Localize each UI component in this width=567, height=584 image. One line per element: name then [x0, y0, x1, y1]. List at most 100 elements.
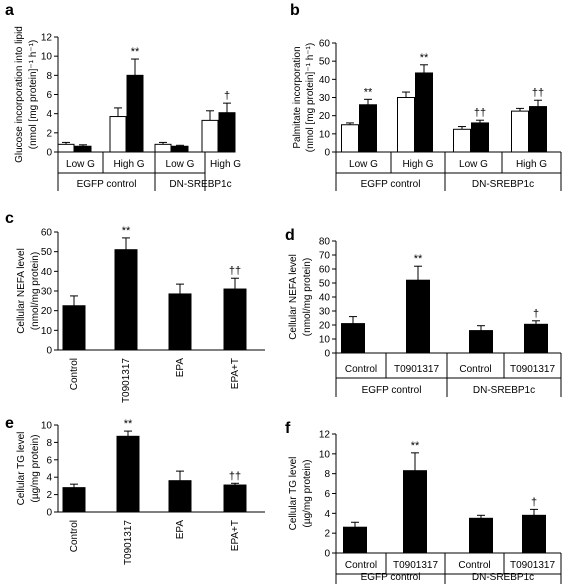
- chart-panel-b: b Palmitate incorporation (nmol [mg protei…: [290, 2, 562, 191]
- x-tick-label: Control: [345, 560, 377, 571]
- bar: [62, 305, 86, 351]
- x-tick-label: Control: [69, 358, 80, 390]
- y-axis-title: Palmitate incorporation: [292, 46, 303, 148]
- panel-label: b: [290, 2, 300, 19]
- y-tick-label: 0: [324, 148, 330, 159]
- significance-mark: †: [533, 308, 539, 320]
- bar: [522, 514, 546, 554]
- y-axis-title: (nmol/mg protein): [30, 252, 41, 330]
- x-tick-label: Control: [459, 364, 491, 375]
- x-tick-label: T0901317: [393, 560, 438, 571]
- y-axis-title: Glucose incorporation into lipid: [14, 26, 25, 163]
- chart-panel-d: d Cellular NEFA level (nmol/mg protein) 0 10…: [285, 227, 562, 397]
- significance-mark: ††: [532, 87, 544, 99]
- bar: [471, 122, 489, 153]
- bar: [223, 484, 247, 513]
- y-tick-label: 4: [46, 109, 52, 120]
- significance-mark: **: [131, 46, 140, 58]
- x-tick-label: Low G: [166, 159, 195, 170]
- group-label: DN-SREBP1c: [473, 385, 535, 396]
- y-tick-label: 8: [46, 71, 52, 82]
- panel-label: a: [5, 2, 14, 19]
- y-tick-label: 20: [319, 321, 331, 332]
- bar: [397, 97, 415, 153]
- x-tick-label: High G: [516, 159, 547, 170]
- y-tick-label: 8: [324, 469, 330, 480]
- group-label: EGFP control: [77, 179, 137, 190]
- x-tick-label: T0901317: [510, 560, 555, 571]
- x-tick-label: T0901317: [121, 358, 132, 403]
- significance-mark: †: [531, 496, 537, 508]
- x-tick-label: High G: [402, 159, 433, 170]
- y-tick-label: 6: [46, 90, 52, 101]
- y-tick-label: 2: [46, 490, 52, 501]
- y-tick-label: 4: [46, 473, 52, 484]
- y-tick-label: 2: [46, 128, 52, 139]
- y-tick-label: 0: [324, 549, 330, 560]
- y-tick-label: 50: [319, 279, 331, 290]
- y-tick-label: 6: [324, 489, 330, 500]
- chart-panel-f: f Cellular TG level (µg/mg protein) 0 2 4 6 8 10…: [285, 420, 562, 584]
- bar: [524, 323, 548, 354]
- significance-mark: **: [124, 418, 133, 430]
- x-tick-label: Low G: [66, 159, 95, 170]
- significance-mark: **: [411, 440, 420, 452]
- y-tick-label: 60: [41, 228, 53, 239]
- y-tick-label: 10: [319, 129, 331, 140]
- bar: [223, 288, 247, 351]
- bar: [154, 143, 172, 153]
- panel-label: d: [285, 227, 295, 244]
- y-tick-label: 30: [41, 287, 53, 298]
- y-tick-label: 4: [324, 509, 330, 520]
- panel-label: c: [5, 210, 14, 227]
- y-tick-label: 30: [319, 307, 331, 318]
- x-tick-label: Control: [69, 520, 80, 552]
- bar: [57, 143, 75, 153]
- x-tick-label: Control: [458, 560, 490, 571]
- x-tick-label: Control: [345, 364, 377, 375]
- bar: [62, 487, 86, 513]
- bar: [359, 104, 377, 153]
- y-tick-label: 40: [319, 293, 331, 304]
- bar: [341, 124, 359, 153]
- y-tick-label: 10: [41, 52, 53, 63]
- significance-mark: †: [224, 90, 230, 102]
- x-tick-label: EPA: [175, 358, 186, 378]
- bar: [201, 119, 219, 153]
- group-label: EGFP control: [361, 572, 421, 583]
- bar: [415, 72, 433, 153]
- x-tick-label: EPA: [175, 520, 186, 540]
- y-axis-title: (nmol [mg protein]⁻¹ h⁻¹): [305, 43, 316, 152]
- x-tick-label: Low G: [459, 159, 488, 170]
- y-tick-label: 10: [41, 326, 53, 337]
- y-axis-title: Cellular TG level: [16, 432, 27, 506]
- bar: [109, 116, 127, 153]
- bar: [116, 435, 140, 513]
- significance-mark: ††: [474, 107, 486, 119]
- y-tick-label: 40: [319, 75, 331, 86]
- y-axis-title: (µg/mg protein): [302, 459, 313, 527]
- y-tick-label: 12: [41, 33, 53, 44]
- significance-mark: ††: [229, 265, 241, 277]
- group-label: DN-SREBP1c: [472, 572, 534, 583]
- y-tick-label: 0: [46, 148, 52, 159]
- bar: [343, 526, 367, 554]
- bar: [511, 110, 529, 153]
- y-axis-title: Cellular TG level: [288, 457, 299, 531]
- significance-mark: ††: [229, 470, 241, 482]
- y-tick-label: 70: [319, 251, 331, 262]
- y-axis-title: Cellular NEFA level: [288, 254, 299, 340]
- significance-mark: **: [122, 225, 131, 237]
- y-axis-title: (nmol [mg protein]⁻¹ h⁻¹): [28, 40, 39, 149]
- y-tick-label: 20: [41, 306, 53, 317]
- x-tick-label: High G: [113, 159, 144, 170]
- bar: [218, 112, 236, 153]
- bar: [403, 470, 427, 554]
- y-axis-title: (nmol/mg protein): [302, 258, 313, 336]
- bar: [406, 279, 430, 354]
- y-tick-label: 0: [46, 346, 52, 357]
- y-tick-label: 10: [319, 335, 331, 346]
- y-tick-label: 60: [319, 39, 331, 50]
- y-tick-label: 10: [319, 449, 331, 460]
- x-tick-label: T0901317: [394, 364, 439, 375]
